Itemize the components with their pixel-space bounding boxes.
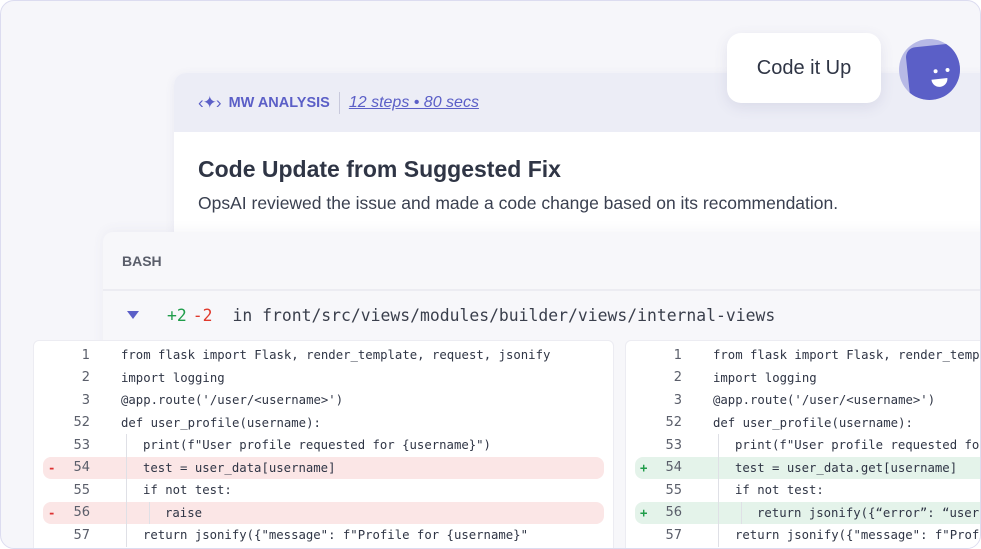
line-number: 1 <box>673 347 682 363</box>
code-text: return jsonify({"message": f"Profile for… <box>735 528 980 543</box>
indent-guide <box>718 434 719 457</box>
code-line: 2 import logging <box>34 367 613 390</box>
brand-label: MW ANALYSIS <box>228 94 330 111</box>
indent-guide <box>149 501 150 524</box>
code-it-up-button[interactable]: Code it Up <box>727 33 881 103</box>
code-text: from flask import Flask, render_template… <box>121 348 551 363</box>
line-number: 2 <box>673 370 682 386</box>
indent-guide <box>126 434 127 457</box>
code-text: def user_profile(username): <box>121 415 321 430</box>
removed-line-marker: - <box>48 505 56 520</box>
code-line: 53 print(f"User profile requested for {us… <box>626 434 980 457</box>
smiley-bot-icon[interactable] <box>899 39 960 100</box>
card-description: OpsAI reviewed the issue and made a code… <box>198 193 839 213</box>
collapse-triangle-icon[interactable] <box>127 311 139 319</box>
code-line: 52 def user_profile(username): <box>34 412 613 435</box>
code-line: 1 from flask import Flask, render_templat… <box>626 344 980 367</box>
line-number: 52 <box>73 415 90 431</box>
indent-guide <box>126 501 127 524</box>
line-number: 54 <box>665 460 682 476</box>
line-number: 55 <box>665 482 682 498</box>
code-text: test = user_data.get[username] <box>735 460 958 475</box>
removed-line-marker: - <box>48 460 56 475</box>
code-text: test = user_data[username] <box>143 460 336 475</box>
code-line: 3 @app.route('/user/<username>') <box>626 389 980 412</box>
line-number: 52 <box>665 415 682 431</box>
code-line: 57 return jsonify({"message": f"Profile f… <box>34 524 613 547</box>
indent-guide <box>718 524 719 547</box>
divider <box>338 91 340 114</box>
code-text: if not test: <box>143 483 232 498</box>
card-title: Code Update from Suggested Fix <box>198 156 561 182</box>
code-line: 3 @app.route('/user/<username>') <box>34 389 613 412</box>
diff-pane-original: 1 from flask import Flask, render_templat… <box>33 340 614 548</box>
code-text: raise <box>165 505 203 520</box>
code-text: print(f"User profile requested for {user… <box>143 438 491 453</box>
code-text: return jsonify({“error”: “user not found… <box>757 505 980 520</box>
bash-label: BASH <box>103 232 980 291</box>
code-text: import logging <box>713 370 817 385</box>
line-number: 3 <box>673 392 682 408</box>
line-number: 56 <box>665 505 682 521</box>
code-line: - 56 raise <box>43 501 604 524</box>
code-text: @app.route('/user/<username>') <box>713 393 936 408</box>
line-number: 57 <box>73 527 90 543</box>
line-number: 57 <box>665 527 682 543</box>
line-number: 54 <box>73 460 90 476</box>
indent-guide <box>741 501 742 524</box>
file-path: in front/src/views/modules/builder/views… <box>232 305 776 325</box>
line-number: 2 <box>81 370 90 386</box>
code-line: 1 from flask import Flask, render_templat… <box>34 344 613 367</box>
code-line: 55 if not test: <box>34 479 613 502</box>
indent-guide <box>718 456 719 479</box>
code-line: +54 test = user_data.get[username] <box>635 456 980 479</box>
code-line: - 54 test = user_data[username] <box>43 456 604 479</box>
line-number: 56 <box>73 505 90 521</box>
line-number: 53 <box>73 437 90 453</box>
indent-guide <box>718 479 719 502</box>
code-text: import logging <box>121 370 225 385</box>
diff-summary[interactable]: +2 -2 in front/src/views/modules/builder… <box>103 291 980 339</box>
indent-guide <box>126 479 127 502</box>
code-text: print(f"User profile requested for {user… <box>735 438 980 453</box>
sparkle-code-icon: ‹✦› <box>198 92 222 112</box>
code-text: @app.route('/user/<username>') <box>121 393 344 408</box>
indent-guide <box>126 524 127 547</box>
line-number: 55 <box>73 482 90 498</box>
line-number: 3 <box>81 392 90 408</box>
code-text: return jsonify({"message": f"Profile for… <box>143 528 528 543</box>
line-number: 53 <box>665 437 682 453</box>
code-text: if not test: <box>735 483 824 498</box>
code-text: def user_profile(username): <box>713 415 913 430</box>
indent-guide <box>718 501 719 524</box>
indent-guide <box>126 456 127 479</box>
added-line-marker: + <box>640 460 648 475</box>
steps-link[interactable]: 12 steps • 80 secs <box>348 93 479 111</box>
line-number: 1 <box>81 347 90 363</box>
deletions-count: -2 <box>192 305 213 325</box>
code-line: 52 def user_profile(username): <box>626 412 980 435</box>
additions-count: +2 <box>167 305 187 325</box>
code-line: +56 return jsonify({“error”: “user not fo… <box>635 501 980 524</box>
code-line: 2 import logging <box>626 367 980 390</box>
code-line: 57 return jsonify({"message": f"Profile f… <box>626 524 980 547</box>
added-line-marker: + <box>640 505 648 520</box>
code-text: from flask import Flask, render_template… <box>713 348 980 363</box>
code-line: 55 if not test: <box>626 479 980 502</box>
diff-pane-updated: 1 from flask import Flask, render_templat… <box>625 340 980 548</box>
code-line: 53 print(f"User profile requested for {us… <box>34 434 613 457</box>
